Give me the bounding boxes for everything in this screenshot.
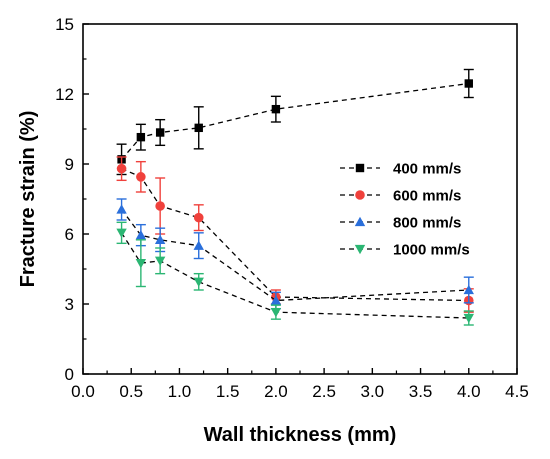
data-point: [271, 104, 281, 114]
x-tick-label: 4.0: [457, 382, 481, 401]
data-point: [270, 308, 282, 318]
data-point: [154, 256, 166, 267]
data-point: [463, 313, 474, 324]
data-point: [116, 163, 127, 174]
x-tick-label: 1.5: [216, 382, 240, 401]
y-tick-label: 9: [65, 155, 74, 174]
data-point: [193, 240, 204, 250]
data-point: [270, 295, 282, 305]
y-axis-title: Fracture strain (%): [17, 111, 39, 288]
series-1: [116, 156, 474, 313]
x-axis-title: Wall thickness (mm): [204, 424, 397, 446]
legend-item: 600 mm/s: [340, 188, 461, 205]
y-axis-ticks: 0 3 6 9 12 15: [55, 15, 89, 384]
series-line: [121, 168, 469, 302]
data-point: [135, 229, 147, 240]
x-tick-label: 2.0: [264, 382, 288, 401]
x-tick-label: 0.5: [119, 382, 143, 401]
legend-item: 800 mm/s: [340, 215, 461, 232]
series-line: [121, 82, 469, 160]
legend-marker: [355, 163, 365, 173]
x-tick-label: 0.0: [71, 382, 95, 401]
x-tick-label: 4.5: [505, 382, 529, 401]
legend-item: 400 mm/s: [340, 161, 461, 178]
series-2: [116, 198, 474, 310]
legend-marker: [354, 216, 366, 227]
legend-label: 1000 mm/s: [393, 242, 470, 259]
legend-label: 800 mm/s: [393, 215, 461, 232]
data-point: [116, 228, 127, 239]
data-point: [154, 234, 166, 244]
x-tick-label: 1.0: [168, 382, 192, 401]
legend: 400 mm/s 600 mm/s 800 mm/s 1000 mm/s: [340, 161, 470, 259]
y-tick-label: 0: [65, 365, 74, 384]
data-point: [194, 123, 203, 133]
legend-label: 400 mm/s: [393, 161, 461, 178]
y-tick-label: 6: [65, 225, 74, 244]
legend-marker: [355, 190, 365, 200]
data-point: [193, 212, 204, 223]
y-tick-label: 12: [55, 85, 74, 104]
data-point: [155, 128, 165, 137]
x-tick-label: 3.5: [409, 382, 433, 401]
series-layer: [116, 68, 474, 326]
y-tick-label: 15: [55, 15, 74, 34]
series-0: [116, 68, 474, 176]
series-line: [121, 209, 469, 302]
x-axis-ticks: 0.0 0.5 1.0 1.5 2.0 2.5 3.0 3.5 4.0 4.5: [71, 368, 529, 401]
data-point: [463, 284, 474, 295]
legend-marker: [354, 244, 366, 255]
x-tick-label: 2.5: [312, 382, 336, 401]
data-point: [464, 79, 473, 88]
data-point: [136, 132, 146, 142]
legend-label: 600 mm/s: [393, 188, 461, 205]
data-point: [155, 201, 165, 211]
data-point: [136, 172, 146, 182]
series-3: [116, 221, 474, 326]
data-point: [116, 204, 127, 214]
y-tick-label: 3: [65, 295, 74, 314]
x-tick-label: 3.0: [361, 382, 385, 401]
data-point: [135, 259, 147, 269]
series-line: [121, 232, 469, 319]
data-point: [193, 277, 204, 288]
legend-item: 1000 mm/s: [340, 242, 470, 259]
